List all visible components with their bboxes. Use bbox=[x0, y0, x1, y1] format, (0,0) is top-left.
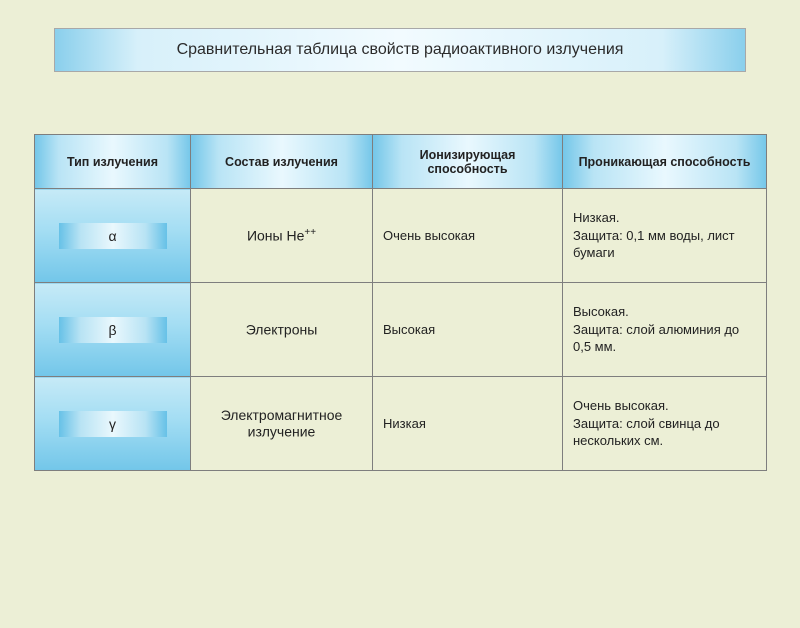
col-header-penetrating: Проникающая способность bbox=[563, 135, 767, 189]
composition-text: Электроны bbox=[246, 322, 318, 338]
ionizing-cell: Низкая bbox=[373, 377, 563, 471]
penetrating-line1: Высокая. bbox=[573, 303, 756, 321]
type-symbol: γ bbox=[59, 411, 167, 437]
penetrating-line2: Защита: слой свинца до нескольких см. bbox=[573, 415, 756, 450]
type-cell: β bbox=[35, 283, 191, 377]
page-title-text: Сравнительная таблица свойств радиоактив… bbox=[177, 41, 624, 59]
penetrating-cell: Низкая. Защита: 0,1 мм воды, лист бумаги bbox=[563, 189, 767, 283]
penetrating-line2: Защита: слой алюминия до 0,5 мм. bbox=[573, 321, 756, 356]
penetrating-line1: Низкая. bbox=[573, 209, 756, 227]
composition-cell: Электромагнитное излучение bbox=[191, 377, 373, 471]
radiation-table: Тип излучения Состав излучения Ионизирую… bbox=[34, 134, 767, 471]
table-row: γ Электромагнитное излучение Низкая Очен… bbox=[35, 377, 767, 471]
penetrating-line2: Защита: 0,1 мм воды, лист бумаги bbox=[573, 227, 756, 262]
col-header-composition: Состав излучения bbox=[191, 135, 373, 189]
type-cell: α bbox=[35, 189, 191, 283]
table-header-row: Тип излучения Состав излучения Ионизирую… bbox=[35, 135, 767, 189]
type-cell: γ bbox=[35, 377, 191, 471]
ionizing-cell: Очень высокая bbox=[373, 189, 563, 283]
table-row: β Электроны Высокая Высокая. Защита: сло… bbox=[35, 283, 767, 377]
table-container: Тип излучения Состав излучения Ионизирую… bbox=[34, 134, 766, 471]
table-row: α Ионы He++ Очень высокая Низкая. Защита… bbox=[35, 189, 767, 283]
composition-text: Ионы He bbox=[247, 228, 304, 244]
composition-cell: Ионы He++ bbox=[191, 189, 373, 283]
type-symbol: α bbox=[59, 223, 167, 249]
penetrating-line1: Очень высокая. bbox=[573, 397, 756, 415]
col-header-ionizing: Ионизирующая способность bbox=[373, 135, 563, 189]
penetrating-cell: Очень высокая. Защита: слой свинца до не… bbox=[563, 377, 767, 471]
col-header-type: Тип излучения bbox=[35, 135, 191, 189]
composition-sup: ++ bbox=[304, 227, 316, 238]
ionizing-cell: Высокая bbox=[373, 283, 563, 377]
composition-cell: Электроны bbox=[191, 283, 373, 377]
page-title: Сравнительная таблица свойств радиоактив… bbox=[54, 28, 746, 72]
type-symbol: β bbox=[59, 317, 167, 343]
penetrating-cell: Высокая. Защита: слой алюминия до 0,5 мм… bbox=[563, 283, 767, 377]
composition-text: Электромагнитное излучение bbox=[221, 407, 343, 440]
